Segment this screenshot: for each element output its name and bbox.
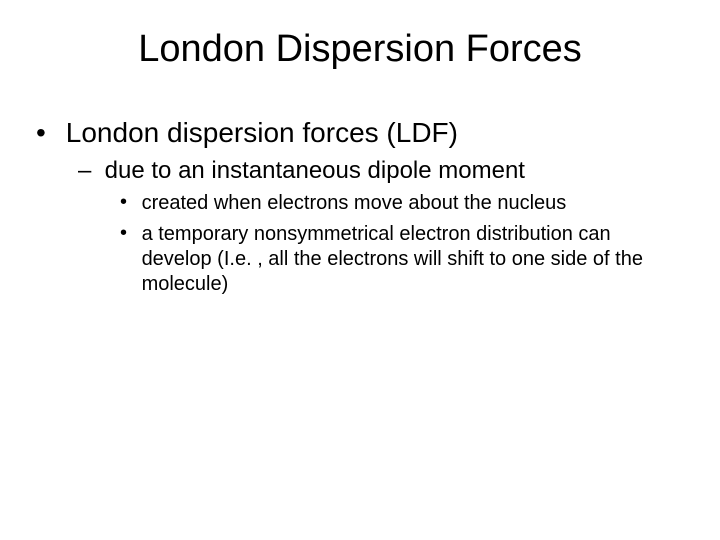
- bullet-text: created when electrons move about the nu…: [142, 191, 662, 216]
- bullet-marker: •: [36, 117, 58, 149]
- bullet-marker: •: [120, 222, 136, 245]
- slide-title: London Dispersion Forces: [0, 0, 720, 81]
- bullet-level1-item: • London dispersion forces (LDF): [36, 117, 720, 149]
- bullet-text: a temporary nonsymmetrical electron dist…: [142, 222, 662, 297]
- bullet-level3-item: • a temporary nonsymmetrical electron di…: [120, 222, 720, 297]
- slide: London Dispersion Forces • London disper…: [0, 0, 720, 540]
- bullet-text: due to an instantaneous dipole moment: [105, 157, 665, 185]
- bullet-text: London dispersion forces (LDF): [66, 117, 686, 149]
- bullet-level3-item: • created when electrons move about the …: [120, 191, 720, 216]
- bullet-marker: –: [78, 157, 98, 185]
- bullet-level2-item: – due to an instantaneous dipole moment: [78, 157, 720, 185]
- bullet-marker: •: [120, 191, 136, 214]
